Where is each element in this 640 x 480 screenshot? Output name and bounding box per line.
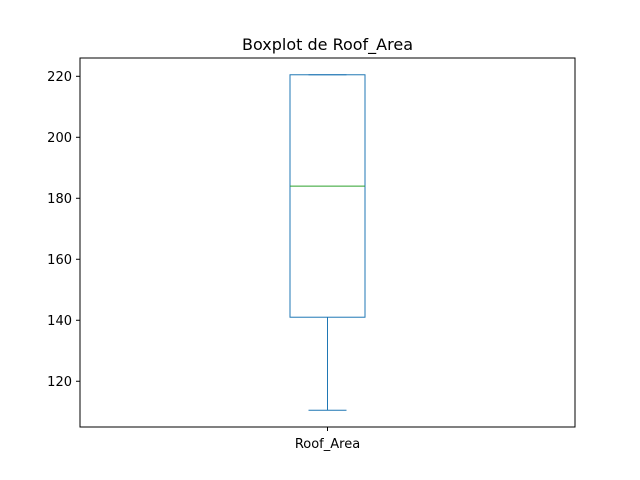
x-axis-ticks: Roof_Area <box>295 427 360 452</box>
y-tick-label: 120 <box>47 375 72 390</box>
y-tick-label: 200 <box>47 131 72 146</box>
boxplot-series <box>289 74 366 411</box>
y-tick-label: 140 <box>47 314 72 329</box>
box-iqr <box>289 74 366 318</box>
y-tick-label: 160 <box>47 253 72 268</box>
chart-title: Boxplot de Roof_Area <box>242 35 413 55</box>
y-axis-ticks: 120 140 160 180 200 220 <box>47 70 80 390</box>
y-tick-label: 220 <box>47 70 72 85</box>
plot-frame <box>79 57 576 428</box>
x-tick-label: Roof_Area <box>295 437 360 452</box>
y-tick-label: 180 <box>47 192 72 207</box>
